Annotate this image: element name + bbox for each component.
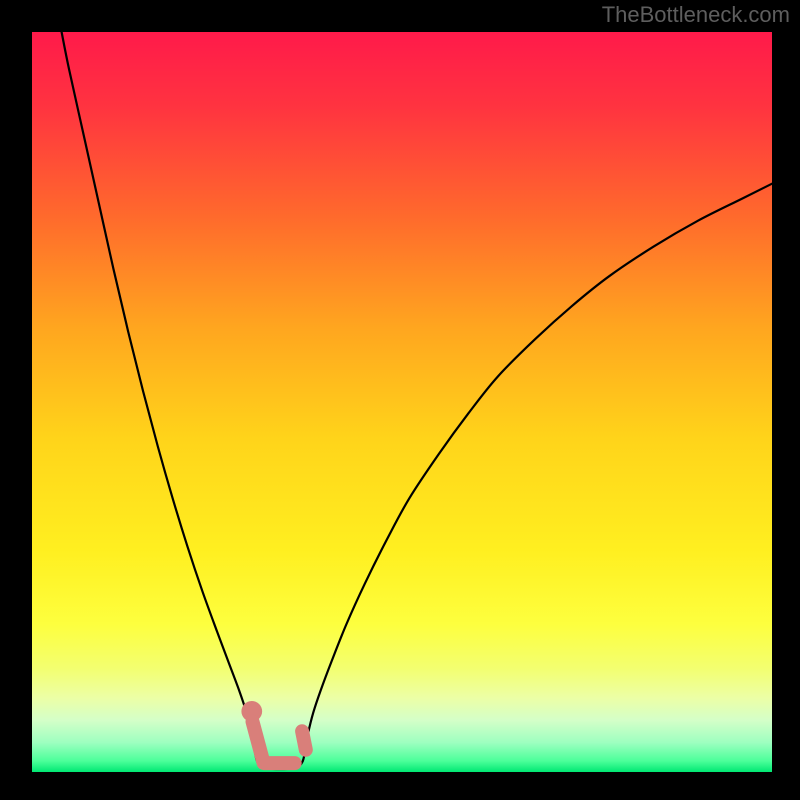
highlight-bracket-right bbox=[302, 731, 306, 750]
watermark-label: TheBottleneck.com bbox=[602, 2, 790, 28]
chart-container: TheBottleneck.com bbox=[0, 0, 800, 800]
plot-area bbox=[32, 32, 772, 772]
curve-layer bbox=[32, 32, 772, 772]
highlight-bracket-left bbox=[253, 722, 295, 763]
bottleneck-curve bbox=[62, 32, 772, 769]
